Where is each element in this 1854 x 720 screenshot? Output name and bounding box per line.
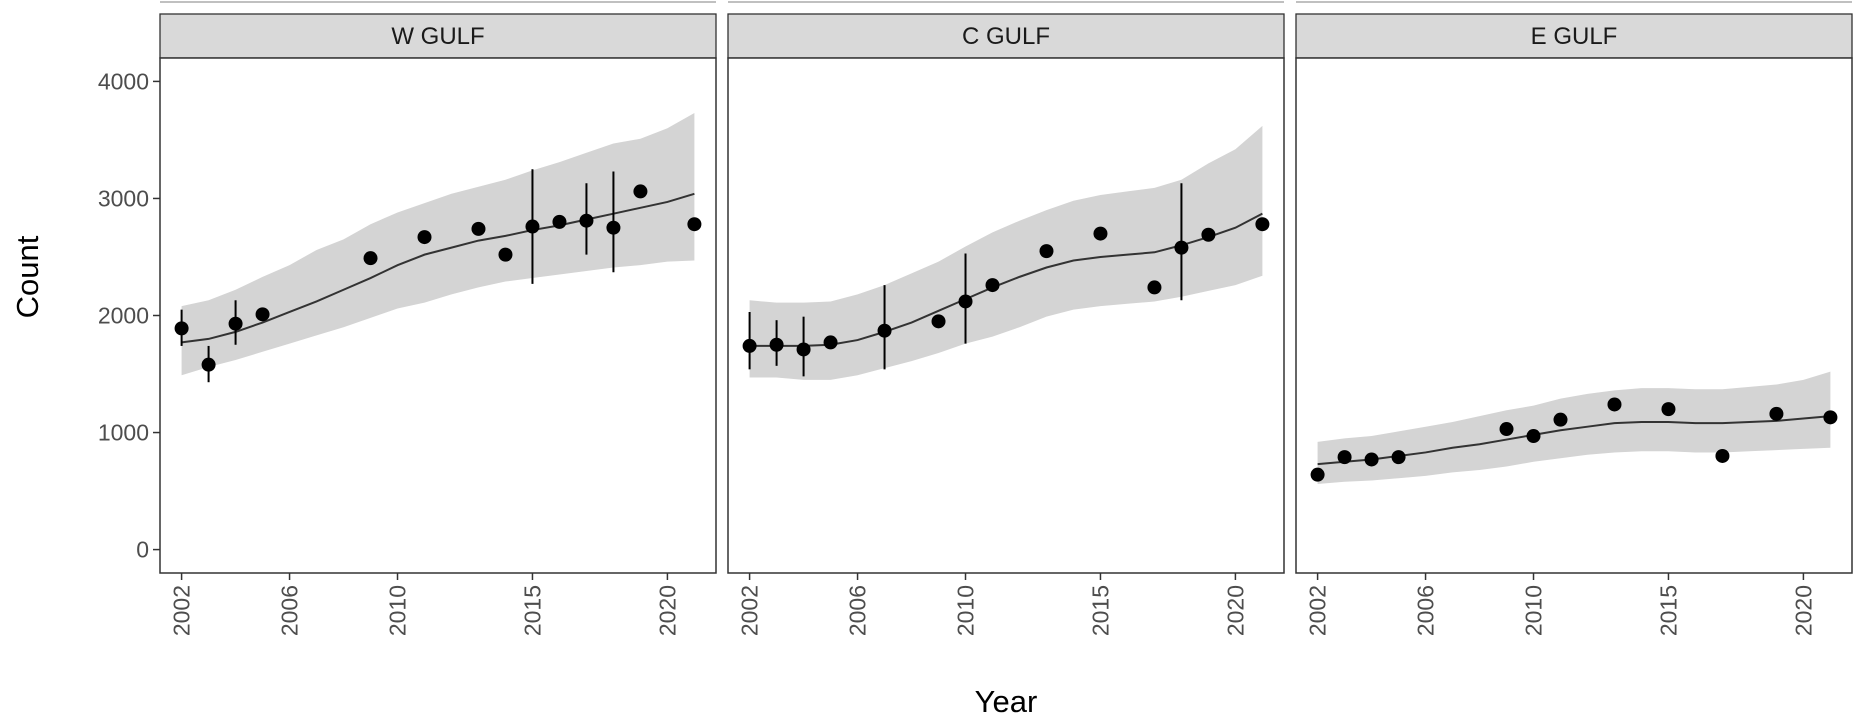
facet-strip (1295, 13, 1853, 59)
data-point (687, 217, 702, 232)
x-tick-label: 2002 (1305, 585, 1331, 636)
data-point (823, 335, 838, 350)
data-point (1661, 402, 1676, 417)
x-tick-label: 2006 (845, 585, 871, 636)
data-point (471, 221, 486, 236)
trend-line (181, 192, 695, 344)
x-tick-label: 2015 (519, 585, 545, 636)
data-point (1310, 467, 1325, 482)
x-tick-label: 2006 (277, 585, 303, 636)
data-point (1391, 450, 1406, 465)
panel-border (727, 57, 1285, 574)
data-point (1093, 226, 1108, 241)
data-point (931, 314, 946, 329)
data-point (228, 316, 243, 331)
data-point (633, 184, 648, 199)
data-point (606, 220, 621, 235)
data-point (1337, 450, 1352, 465)
data-point (1499, 422, 1514, 437)
data-point (985, 278, 1000, 293)
x-tick-label: 2002 (737, 585, 763, 636)
x-axis-title: Year (975, 684, 1038, 719)
x-tick-label: 2015 (1087, 585, 1113, 636)
data-point (742, 338, 757, 353)
x-tick-label: 2010 (953, 585, 979, 636)
data-point (1174, 240, 1189, 255)
panel-e-gulf: E GULF 2002 2006 2010 2015 2020 (1295, 1, 1853, 636)
data-point (498, 247, 513, 262)
data-point (1147, 280, 1162, 295)
data-point (1823, 410, 1838, 425)
data-point (796, 342, 811, 357)
panel-c-gulf: C GULF 2002 2006 2010 2015 2020 (727, 1, 1285, 636)
data-point (1715, 448, 1730, 463)
x-tick-label: 2002 (169, 585, 195, 636)
data-point (769, 337, 784, 352)
data-point (1526, 429, 1541, 444)
y-axis-title: Count (10, 235, 45, 318)
panel-border (1295, 57, 1853, 574)
panel-background (1296, 58, 1852, 573)
data-point (1039, 244, 1054, 259)
data-point (1769, 406, 1784, 421)
data-point (201, 357, 216, 372)
y-tick-label: 3000 (98, 185, 149, 211)
data-point (417, 230, 432, 245)
x-tick-label: 2020 (654, 585, 680, 636)
x-tick-label: 2020 (1222, 585, 1248, 636)
data-point (1553, 412, 1568, 427)
data-point (363, 251, 378, 266)
data-point (552, 214, 567, 229)
x-tick-label: 2010 (385, 585, 411, 636)
y-tick-label: 1000 (98, 420, 149, 446)
data-point (1255, 217, 1270, 232)
panels-layer: W GULF 2002 2006 2010 2015 2020 C GULF 2002 2006… (159, 1, 1853, 636)
x-tick-label: 2015 (1655, 585, 1681, 636)
confidence-band (749, 125, 1263, 380)
x-tick-label: 2010 (1521, 585, 1547, 636)
data-point (1201, 227, 1216, 242)
y-tick-label: 4000 (98, 68, 149, 94)
y-axis: 0 1000 2000 3000 4000 (98, 68, 160, 563)
x-tick-label: 2006 (1413, 585, 1439, 636)
facet-strip-label: W GULF (391, 23, 484, 50)
panel-w-gulf: W GULF 2002 2006 2010 2015 2020 (159, 1, 717, 636)
x-tick-label: 2020 (1790, 585, 1816, 636)
data-point (579, 213, 594, 228)
data-point (174, 321, 189, 336)
data-point (525, 219, 540, 234)
y-tick-label: 0 (136, 537, 149, 563)
data-point (255, 307, 270, 322)
data-point (958, 294, 973, 309)
data-point (877, 323, 892, 338)
facet-strip-label: E GULF (1531, 23, 1618, 50)
data-point (1607, 397, 1622, 412)
facet-strip (727, 13, 1285, 59)
confidence-band (181, 113, 695, 376)
data-point (1364, 452, 1379, 467)
y-tick-label: 2000 (98, 303, 149, 329)
facet-strip-label: C GULF (962, 23, 1050, 50)
